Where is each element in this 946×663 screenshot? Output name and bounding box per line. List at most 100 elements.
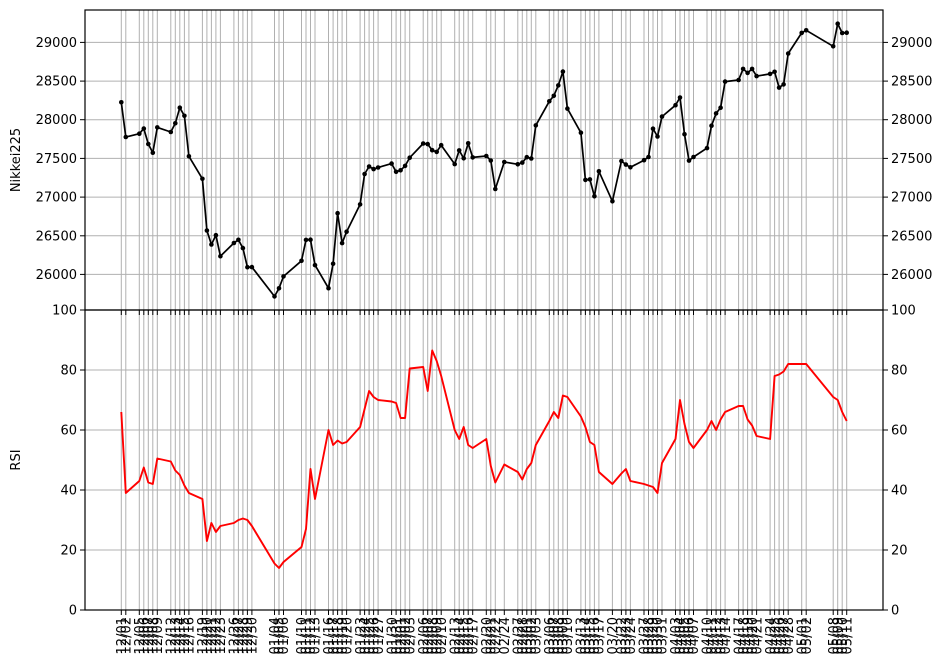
x-tick-label-date: 01/26 bbox=[367, 617, 382, 654]
x-tick-label-date: 12/27 bbox=[232, 617, 247, 654]
nikkei-marker bbox=[249, 264, 255, 270]
nikkei-marker bbox=[551, 93, 557, 99]
x-tick-label-date: 01/05 bbox=[273, 617, 288, 654]
x-tick-label-date: 03/24 bbox=[624, 617, 639, 654]
nikkei-marker bbox=[803, 28, 809, 33]
nikkei-marker bbox=[245, 264, 250, 270]
nikkei-marker bbox=[141, 126, 147, 131]
x-tick-label-date: 03/22 bbox=[615, 617, 630, 654]
nikkei-marker bbox=[236, 237, 241, 243]
nikkei-marker bbox=[745, 70, 750, 76]
nikkei-marker bbox=[362, 171, 367, 177]
x-tick-label-date: 12/22 bbox=[210, 617, 225, 654]
y-tick-label-left: 27500 bbox=[36, 152, 77, 167]
nikkei-marker bbox=[186, 154, 192, 159]
nikkei-marker bbox=[686, 158, 692, 163]
y-tick-label-left: 60 bbox=[60, 424, 77, 439]
x-tick-label-date: 01/06 bbox=[277, 617, 292, 654]
nikkei-marker bbox=[407, 155, 413, 160]
x-tick-label-date: 05/02 bbox=[800, 617, 815, 654]
x-tick-label-date: 12/23 bbox=[214, 617, 229, 654]
y-tick-label-left: 80 bbox=[60, 364, 77, 379]
x-tick-label-date: 03/31 bbox=[656, 617, 671, 654]
nikkei-marker bbox=[587, 177, 593, 182]
x-tick-label-date: 03/23 bbox=[620, 617, 635, 654]
x-tick-label-date: 02/10 bbox=[435, 617, 450, 654]
y-tick-label-right: 29000 bbox=[891, 36, 932, 51]
nikkei-marker bbox=[218, 253, 223, 259]
chart-layers: 26000 26000 26500 26500 27000 27000 27500 27500… bbox=[36, 9, 932, 654]
x-tick-label-date: 04/14 bbox=[719, 617, 734, 654]
x-tick-label-date: 04/04 bbox=[674, 617, 689, 654]
rsi-axes-border bbox=[84, 309, 884, 611]
nikkei-marker bbox=[767, 71, 773, 77]
y-tick-label-right: 27500 bbox=[891, 152, 932, 167]
y-tick-label-left: 28000 bbox=[36, 113, 77, 128]
y-tick-label-left: 26000 bbox=[36, 268, 77, 283]
x-tick-label-date: 02/02 bbox=[399, 617, 414, 654]
nikkei-marker bbox=[844, 30, 849, 35]
x-tick-label-date: 12/15 bbox=[178, 617, 193, 654]
x-tick-label-date: 02/21 bbox=[485, 617, 500, 654]
x-tick-label-date: 02/16 bbox=[462, 617, 477, 654]
x-tick-label-date: 04/12 bbox=[710, 617, 725, 654]
x-tick-label-date: 01/23 bbox=[354, 617, 369, 654]
nikkei-marker bbox=[493, 186, 498, 192]
nikkei-marker bbox=[326, 285, 331, 291]
nikkei-marker bbox=[691, 154, 696, 160]
nikkei-y-axis-label: Nikkei225 bbox=[9, 128, 24, 192]
nikkei-marker bbox=[425, 141, 431, 147]
nikkei-marker bbox=[371, 166, 376, 172]
nikkei-marker bbox=[736, 77, 741, 83]
y-tick-label-right: 60 bbox=[891, 424, 908, 439]
x-tick-label-date: 04/20 bbox=[746, 617, 761, 654]
nikkei-marker bbox=[578, 130, 584, 135]
x-tick-label-date: 02/24 bbox=[498, 617, 513, 654]
nikkei-marker bbox=[718, 105, 723, 110]
x-tick-label-date: 12/05 bbox=[133, 617, 148, 654]
y-tick-label-right: 26500 bbox=[891, 229, 932, 244]
x-tick-label-date: 04/03 bbox=[669, 617, 684, 654]
nikkei-marker bbox=[835, 21, 840, 27]
x-tick-label-date: 03/03 bbox=[530, 617, 545, 654]
x-tick-label-date: 01/16 bbox=[322, 617, 337, 654]
x-tick-label-date: 12/13 bbox=[169, 617, 184, 654]
x-tick-label-date: 01/13 bbox=[309, 617, 324, 654]
y-tick-label-right: 0 bbox=[891, 604, 899, 619]
x-tick-label-date: 03/14 bbox=[579, 617, 594, 654]
y-tick-label-right: 40 bbox=[891, 484, 908, 499]
y-tick-label-right: 28000 bbox=[891, 113, 932, 128]
y-tick-label-right: 27000 bbox=[891, 191, 932, 206]
x-tick-label-date: 03/07 bbox=[548, 617, 563, 654]
x-tick-label-date: 03/28 bbox=[642, 617, 657, 654]
x-tick-label-date: 12/07 bbox=[142, 617, 157, 654]
nikkei-marker bbox=[276, 286, 282, 291]
x-tick-label-date: 01/04 bbox=[268, 617, 283, 654]
nikkei-marker bbox=[740, 66, 746, 72]
x-tick-label-date: 03/13 bbox=[575, 617, 590, 654]
nikkei-marker bbox=[524, 154, 530, 160]
nikkei-horizontal-gridlines bbox=[85, 41, 883, 275]
nikkei-marker bbox=[240, 245, 246, 251]
nikkei-marker bbox=[429, 147, 435, 153]
y-tick-label-right: 80 bbox=[891, 364, 908, 379]
nikkei-marker bbox=[299, 258, 304, 264]
x-tick-label-date: 04/13 bbox=[714, 617, 729, 654]
x-tick-label-date: 01/31 bbox=[390, 617, 405, 654]
nikkei-marker bbox=[209, 242, 214, 247]
nikkei-marker bbox=[619, 158, 624, 164]
nikkei-marker bbox=[488, 158, 494, 163]
x-tick-label-date: 12/06 bbox=[138, 617, 153, 654]
x-tick-label-date: 02/07 bbox=[421, 617, 436, 654]
x-tick-label-date: 12/09 bbox=[151, 617, 166, 654]
y-tick-label-right: 28500 bbox=[891, 75, 932, 90]
nikkei-marker bbox=[556, 83, 561, 88]
x-tick-label-date: 05/11 bbox=[840, 617, 855, 654]
nikkei-marker bbox=[830, 44, 836, 49]
rsi-horizontal-gridlines bbox=[85, 369, 883, 551]
x-tick-label-date: 04/27 bbox=[777, 617, 792, 654]
x-tick-label-date: 02/01 bbox=[394, 617, 409, 654]
nikkei-marker bbox=[335, 210, 340, 216]
